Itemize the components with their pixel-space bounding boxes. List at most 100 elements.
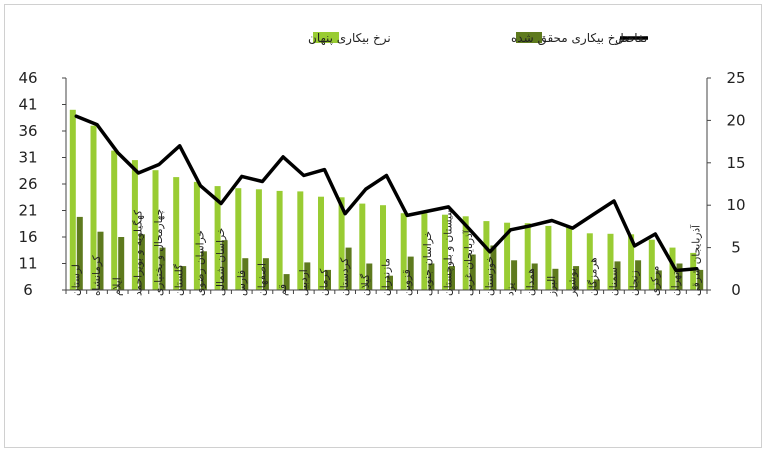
legend-label-hidden: نرخ بیکاری پنهان: [308, 31, 391, 46]
bar-realized-unemployment: [449, 266, 455, 290]
bar-realized-unemployment: [221, 240, 228, 290]
bar-realized-unemployment: [655, 270, 662, 290]
bar-realized-unemployment: [118, 237, 125, 290]
y-left-tick-label: 31: [18, 149, 37, 167]
x-category-label: فارس: [236, 270, 248, 296]
bar-hidden-unemployment: [90, 125, 97, 290]
y-left-tick-label: 6: [23, 281, 33, 299]
bar-realized-unemployment: [407, 256, 414, 290]
x-category-label: خوزستان: [484, 256, 496, 296]
bar-realized-unemployment: [614, 261, 621, 290]
bar-hidden-unemployment: [462, 216, 469, 290]
legend-label-realized: نرخ بیکاری محقق شده: [511, 31, 625, 46]
bar-hidden-unemployment: [648, 239, 655, 290]
y-left-tick-label: 36: [18, 122, 37, 140]
bar-hidden-unemployment: [193, 181, 200, 290]
x-category-label: مرکزی: [649, 266, 661, 296]
x-category-label: یزد: [505, 283, 517, 296]
line-difference: [74, 114, 699, 273]
bar-hidden-unemployment: [338, 197, 345, 291]
x-category-label: قزوین: [401, 269, 413, 296]
bar-hidden-unemployment: [442, 214, 448, 290]
bar-hidden-unemployment: [131, 160, 138, 290]
bar-realized-unemployment: [76, 216, 83, 290]
bar-hidden-unemployment: [669, 247, 676, 290]
x-category-label: هرمزگان: [586, 257, 599, 296]
bar-realized-unemployment: [345, 247, 352, 290]
y-left-tick-label: 26: [18, 175, 37, 193]
bar-hidden-unemployment: [524, 223, 531, 290]
legend-label-difference: تفاضل: [615, 31, 647, 45]
bar-realized-unemployment: [593, 279, 600, 290]
bar-realized-unemployment: [531, 263, 538, 290]
bar-realized-unemployment: [676, 263, 683, 290]
bar-hidden-unemployment: [566, 227, 573, 290]
x-category-label: همدان: [525, 268, 537, 296]
bar-realized-unemployment: [262, 258, 269, 290]
x-category-label: آذربایجان غربی: [462, 229, 475, 296]
bar-realized-unemployment: [490, 245, 497, 290]
bar-realized-unemployment: [138, 234, 145, 290]
y-left-tick-label: 41: [18, 96, 37, 114]
bar-hidden-unemployment: [297, 191, 304, 290]
bar-hidden-unemployment: [255, 189, 262, 290]
bar-realized-unemployment: [283, 274, 290, 290]
x-category-label: آذربایجان شرقی: [690, 224, 703, 296]
bar-hidden-unemployment: [235, 188, 242, 290]
bar-realized-unemployment: [573, 266, 580, 290]
x-category-label: خراسان شمالی: [215, 228, 227, 296]
y-right-tick-label: 15: [726, 154, 745, 172]
bar-realized-unemployment: [552, 268, 559, 290]
bar-hidden-unemployment: [483, 221, 490, 290]
x-category-label: گلستان: [173, 264, 186, 296]
bar-realized-unemployment: [180, 266, 187, 290]
bar-hidden-unemployment: [359, 203, 366, 290]
bar-realized-unemployment: [97, 231, 104, 290]
x-category-label: کرمان: [319, 269, 331, 296]
bar-hidden-unemployment: [586, 233, 593, 290]
x-category-label: چهارمحال و بختیاری: [153, 209, 165, 296]
bar-realized-unemployment: [697, 269, 704, 290]
y-right-tick-label: 20: [726, 111, 745, 129]
bar-realized-unemployment: [159, 247, 166, 290]
x-category-label: اردبیل: [298, 269, 310, 296]
x-category-label: تهران: [670, 272, 682, 296]
y-right-tick-label: 0: [731, 281, 741, 299]
bar-hidden-unemployment: [545, 225, 552, 290]
x-category-label: اصفهان: [256, 263, 268, 296]
bar-hidden-unemployment: [173, 177, 180, 290]
x-category-label: ایلام: [112, 277, 124, 296]
x-category-label: لرستان: [70, 264, 82, 296]
y-right-tick-label: 10: [726, 196, 745, 214]
bar-hidden-unemployment: [69, 109, 76, 290]
x-category-label: بوشهر: [567, 268, 579, 297]
y-left-tick-label: 11: [18, 255, 37, 273]
bar-realized-unemployment: [200, 251, 207, 290]
bar-realized-unemployment: [635, 260, 642, 290]
bar-realized-unemployment: [242, 258, 249, 290]
bar-realized-unemployment: [428, 263, 435, 290]
bar-hidden-unemployment: [400, 213, 407, 290]
y-right-tick-label: 25: [726, 69, 745, 87]
bar-realized-unemployment: [469, 254, 476, 290]
bar-realized-unemployment: [387, 275, 393, 290]
bar-hidden-unemployment: [380, 205, 386, 290]
x-category-label: کردستان: [339, 258, 351, 296]
y-left-tick-label: 21: [18, 202, 37, 220]
bar-hidden-unemployment: [318, 196, 324, 290]
bar-hidden-unemployment: [504, 222, 511, 290]
bar-hidden-unemployment: [421, 213, 428, 290]
bar-realized-unemployment: [366, 263, 373, 290]
bar-hidden-unemployment: [214, 186, 221, 290]
x-category-label: قم: [277, 284, 289, 296]
legend-swatch-hidden: [313, 32, 339, 43]
bar-hidden-unemployment: [690, 252, 697, 290]
bar-realized-unemployment: [325, 269, 331, 290]
y-left-tick-label: 16: [18, 228, 37, 246]
bar-realized-unemployment: [511, 260, 518, 290]
x-category-label: کرمانشاه: [91, 255, 103, 296]
x-category-label: سیستان و بلوچستان: [443, 207, 455, 296]
x-category-label: زنجان: [629, 270, 641, 296]
bar-hidden-unemployment: [152, 170, 159, 290]
